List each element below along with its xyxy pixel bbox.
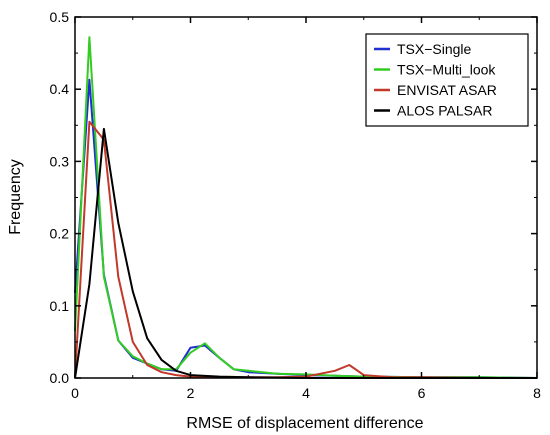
y-tick-label: 0.5 [50,9,70,25]
legend-box [365,33,529,127]
series-line-2 [74,120,537,379]
y-tick-label: 0.0 [50,370,70,386]
x-tick-label: 2 [187,385,195,401]
legend-label-2: ENVISAT ASAR [397,82,497,98]
y-axis-title: Frequency [7,159,24,235]
axes: 0 2 4 6 8 0.0 0.1 0.2 0.3 0.4 0.5 [50,9,542,401]
legend-label-0: TSX−Single [397,41,472,57]
y-tick-label: 0.2 [50,226,70,242]
x-axis-title: RMSE of displacement difference [186,415,423,432]
y-tick-label: 0.3 [50,153,70,169]
x-tick-label: 8 [533,385,541,401]
y-tick-label: 0.4 [50,81,70,97]
y-tick-label: 0.1 [50,298,70,314]
series-line-3 [74,127,537,379]
x-tick-label: 4 [302,385,310,401]
series-line-1 [74,36,538,379]
x-tick-label: 6 [418,385,426,401]
legend-label-1: TSX−Multi_look [397,62,496,78]
legend: TSX−Single TSX−Multi_look ENVISAT ASAR ALOS… [365,33,529,127]
legend-label-3: ALOS PALSAR [397,103,492,119]
x-tick-label: 0 [71,385,79,401]
